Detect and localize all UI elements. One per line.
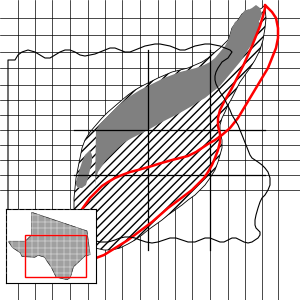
- Polygon shape: [76, 150, 92, 188]
- Polygon shape: [74, 5, 266, 250]
- Polygon shape: [9, 212, 90, 280]
- Polygon shape: [95, 10, 260, 185]
- Polygon shape: [246, 5, 262, 24]
- Bar: [25, 235, 86, 277]
